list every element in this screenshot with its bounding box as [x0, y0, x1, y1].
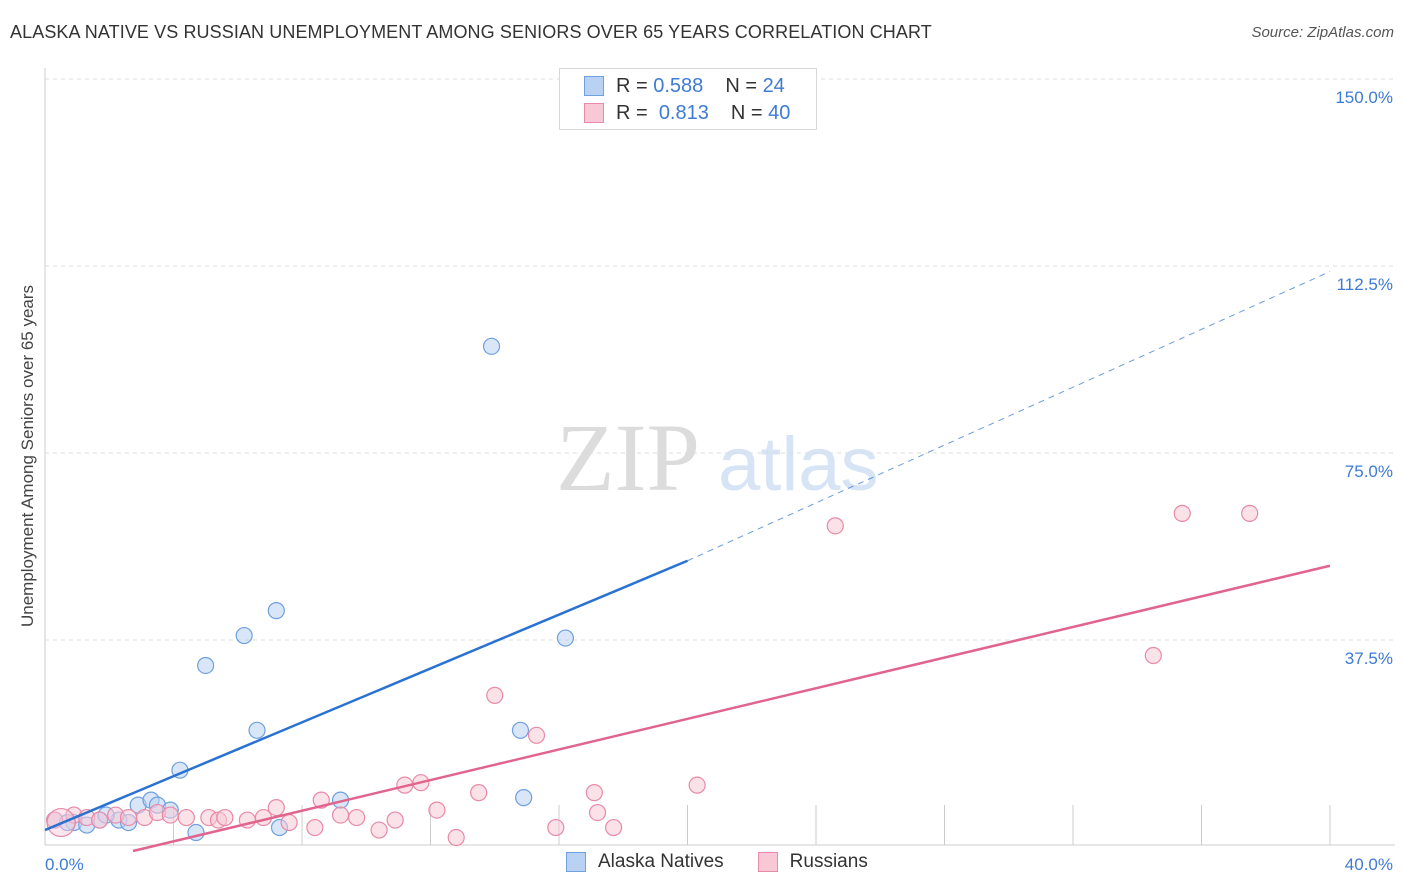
russians-point: [428, 801, 446, 819]
russians-point: [1241, 504, 1259, 522]
source-credit: Source: ZipAtlas.com: [1251, 24, 1394, 41]
alaska-natives-swatch: [584, 76, 604, 96]
n-label: N =: [730, 101, 763, 124]
russians-point: [588, 803, 607, 822]
alaska-natives-point: [235, 626, 253, 645]
x-tick-label: 40.0%: [1345, 855, 1393, 874]
russians-point: [527, 726, 546, 744]
russians-point: [605, 818, 623, 837]
alaska-natives-swatch: [566, 852, 586, 872]
y-tick-label: 37.5%: [1345, 649, 1393, 668]
russians-point: [688, 776, 706, 794]
correlation-legend: R = 0.588 N = 24 R = 0.813 N = 40: [559, 68, 817, 130]
y-tick-label: 150.0%: [1335, 88, 1393, 107]
n-value: 24: [762, 74, 785, 97]
legend-row-russians: R = 0.813 N = 40: [584, 100, 790, 126]
n-label: N =: [725, 74, 757, 97]
legend-item-russians: Russians: [757, 851, 868, 873]
russians-point: [119, 808, 138, 827]
russians-point: [1144, 646, 1162, 665]
alaska-natives-point: [482, 337, 501, 355]
r-label: R =: [616, 74, 648, 97]
r-value: 0.813: [658, 101, 709, 124]
x-tick-label: 0.0%: [45, 855, 84, 874]
russians-point: [216, 808, 234, 827]
alaska-natives-point: [267, 602, 285, 620]
legend-label: Russians: [789, 851, 868, 872]
chart-title: ALASKA NATIVE VS RUSSIAN UNEMPLOYMENT AM…: [10, 22, 932, 42]
legend-item-alaska-natives: Alaska Natives: [566, 851, 724, 873]
y-tick-label: 75.0%: [1345, 462, 1393, 481]
alaska-natives-point: [197, 656, 215, 675]
watermark-zip: ZIP: [556, 404, 700, 511]
russians-point: [331, 806, 350, 824]
russians-point: [470, 784, 488, 802]
r-label: R =: [616, 101, 648, 124]
alaska-natives-point: [248, 721, 266, 739]
russians-point: [1173, 504, 1191, 522]
russians-trend-line: [132, 564, 1331, 853]
watermark-atlas: atlas: [718, 422, 879, 507]
russians-point: [306, 818, 324, 837]
russians-point: [177, 808, 195, 827]
alaska-natives-point: [515, 789, 533, 807]
russians-point: [826, 517, 844, 535]
legend-label: Alaska Natives: [598, 851, 724, 872]
russians-point: [370, 821, 388, 839]
series-legend: Alaska Natives Russians: [566, 851, 902, 873]
russians-swatch: [584, 103, 604, 123]
russians-point: [386, 811, 404, 829]
russians-point: [280, 813, 298, 832]
russians-point: [447, 828, 465, 847]
russians-point: [161, 806, 179, 824]
n-value: 40: [768, 101, 791, 124]
r-value: 0.588: [653, 74, 704, 97]
russians-swatch: [757, 852, 778, 872]
russians-point: [547, 818, 565, 837]
legend-row-alaska-natives: R = 0.588 N = 24: [584, 73, 785, 99]
russians-point: [91, 811, 109, 829]
alaska-natives-trend-line: [44, 559, 688, 832]
russians-point: [486, 686, 504, 705]
alaska-natives-point: [556, 629, 575, 647]
russians-point: [348, 808, 366, 827]
russians-point: [267, 798, 285, 817]
russians-point: [585, 784, 603, 802]
alaska-natives-trend-extension: [687, 271, 1331, 562]
y-tick-label: 112.5%: [1337, 275, 1393, 294]
alaska-natives-point: [511, 721, 530, 739]
